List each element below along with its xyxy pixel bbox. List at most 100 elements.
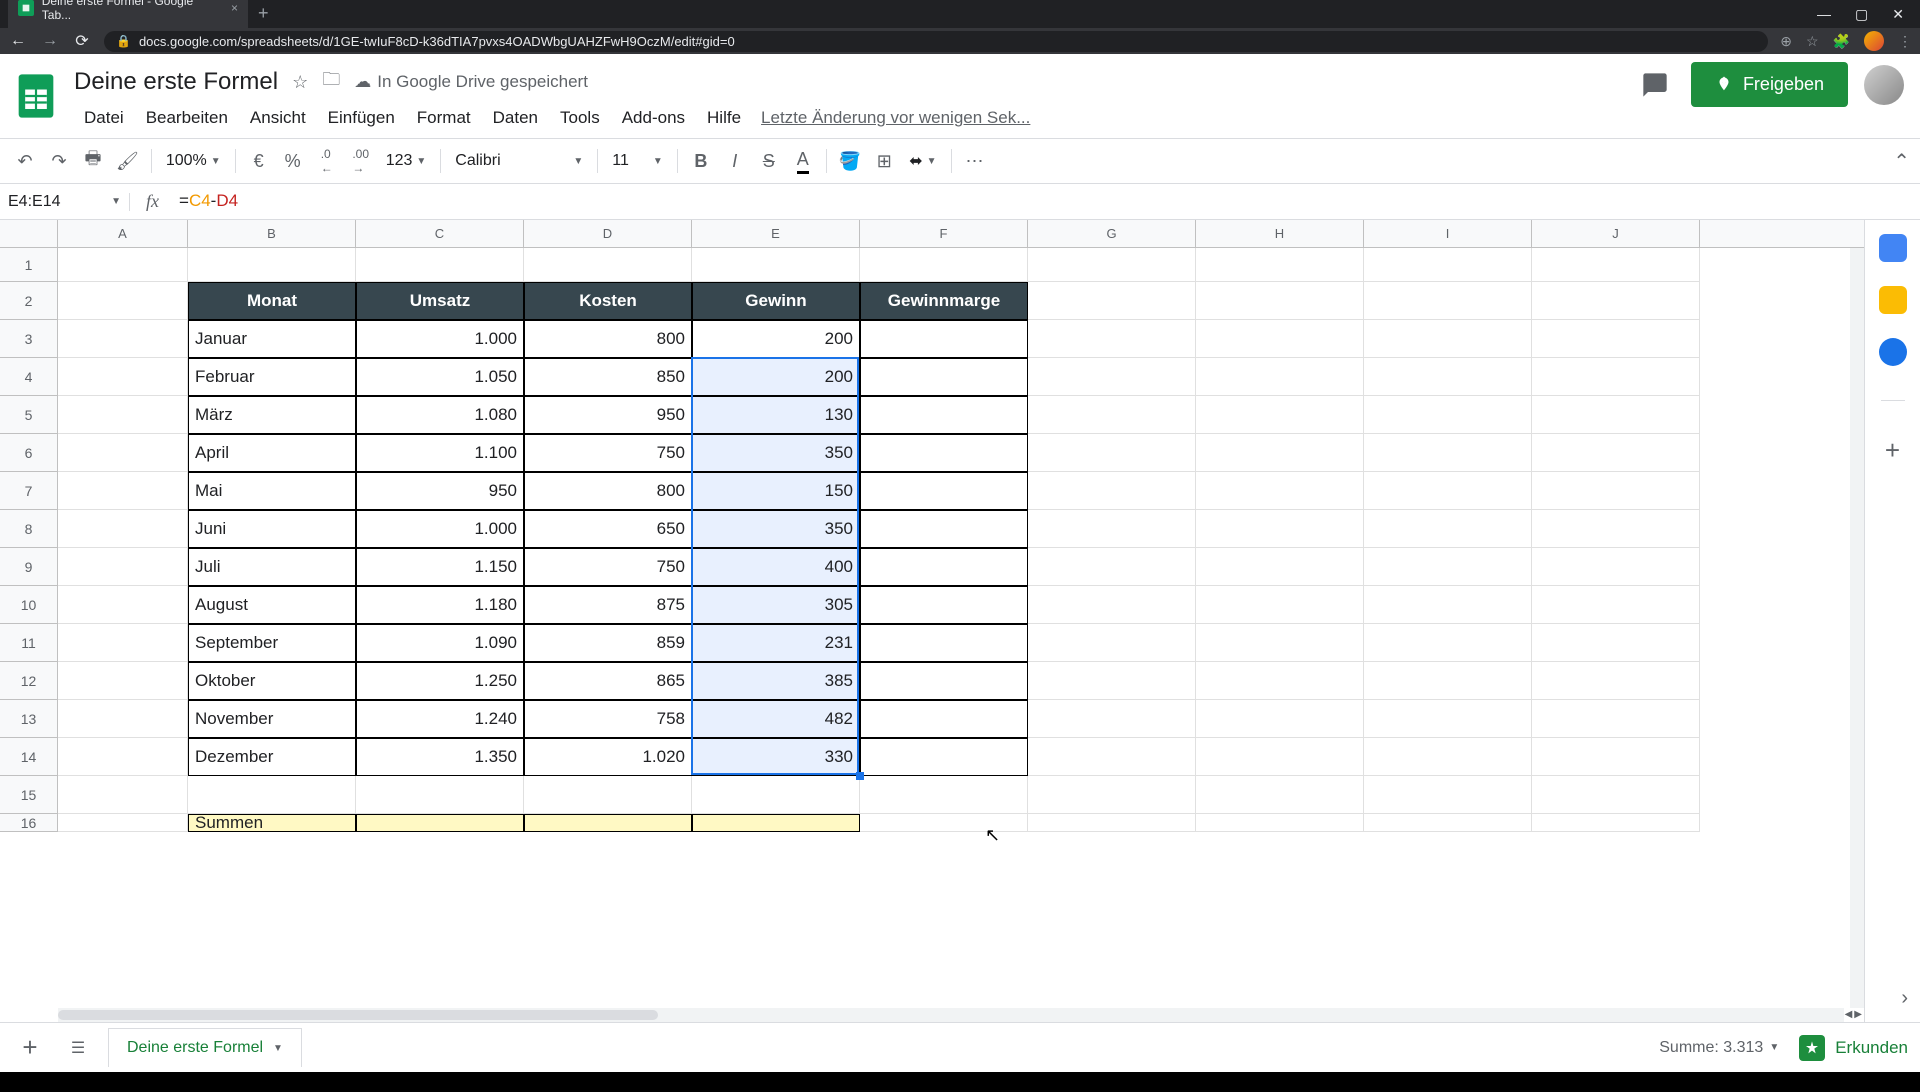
cell[interactable]: 482: [692, 700, 860, 738]
cell[interactable]: 1.250: [356, 662, 524, 700]
menu-data[interactable]: Daten: [483, 104, 548, 132]
cell[interactable]: [1532, 282, 1700, 320]
minimize-icon[interactable]: ―: [1817, 6, 1831, 22]
cell[interactable]: [1028, 320, 1196, 358]
cell[interactable]: [356, 248, 524, 282]
row-header[interactable]: 2: [0, 282, 58, 320]
undo-icon[interactable]: ↶: [10, 145, 40, 177]
cell[interactable]: Umsatz: [356, 282, 524, 320]
cell[interactable]: [58, 814, 188, 832]
cell[interactable]: [356, 776, 524, 814]
row-header[interactable]: 4: [0, 358, 58, 396]
cell[interactable]: [1028, 282, 1196, 320]
cell[interactable]: 750: [524, 434, 692, 472]
font-select[interactable]: Calibri▼: [449, 152, 589, 170]
cell[interactable]: [860, 472, 1028, 510]
cell[interactable]: [860, 396, 1028, 434]
cell[interactable]: 200: [692, 320, 860, 358]
close-window-icon[interactable]: ✕: [1892, 6, 1904, 23]
sheets-logo-icon[interactable]: [10, 70, 62, 122]
cell[interactable]: [1028, 814, 1196, 832]
cell[interactable]: 859: [524, 624, 692, 662]
cell[interactable]: 750: [524, 548, 692, 586]
cell[interactable]: [1532, 776, 1700, 814]
explore-button[interactable]: Erkunden: [1799, 1035, 1908, 1061]
cell[interactable]: [1364, 776, 1532, 814]
cell[interactable]: November: [188, 700, 356, 738]
cell[interactable]: [860, 662, 1028, 700]
bold-button[interactable]: B: [686, 145, 716, 177]
row-header[interactable]: 16: [0, 814, 58, 832]
cell[interactable]: [58, 282, 188, 320]
hide-sidepanel-icon[interactable]: ›: [1901, 987, 1908, 1010]
cell[interactable]: [1364, 700, 1532, 738]
cell[interactable]: [860, 548, 1028, 586]
cell[interactable]: [58, 320, 188, 358]
menu-tools[interactable]: Tools: [550, 104, 610, 132]
cell[interactable]: 1.000: [356, 510, 524, 548]
decrease-decimal-button[interactable]: .0←: [312, 145, 342, 177]
browser-avatar[interactable]: [1864, 31, 1884, 51]
cell[interactable]: [1196, 814, 1364, 832]
cell[interactable]: [1028, 662, 1196, 700]
col-header[interactable]: H: [1196, 220, 1364, 247]
cell[interactable]: Monat: [188, 282, 356, 320]
cell[interactable]: [1028, 358, 1196, 396]
cell[interactable]: 1.100: [356, 434, 524, 472]
comments-icon[interactable]: [1635, 65, 1675, 105]
sheet-tab[interactable]: Deine erste Formel▼: [108, 1028, 302, 1067]
reload-icon[interactable]: ⟳: [72, 31, 92, 51]
cell[interactable]: [1028, 396, 1196, 434]
cell[interactable]: [860, 320, 1028, 358]
cell[interactable]: 950: [356, 472, 524, 510]
cell[interactable]: [1532, 814, 1700, 832]
cell[interactable]: 1.090: [356, 624, 524, 662]
cell[interactable]: [1196, 776, 1364, 814]
cell[interactable]: [188, 248, 356, 282]
currency-button[interactable]: €: [244, 145, 274, 177]
close-icon[interactable]: ×: [231, 1, 238, 15]
cell[interactable]: [1364, 358, 1532, 396]
cell[interactable]: [1196, 662, 1364, 700]
menu-edit[interactable]: Bearbeiten: [136, 104, 238, 132]
cell[interactable]: Gewinn: [692, 282, 860, 320]
row-header[interactable]: 6: [0, 434, 58, 472]
cell[interactable]: [58, 776, 188, 814]
profile-avatar[interactable]: [1864, 65, 1904, 105]
col-header[interactable]: E: [692, 220, 860, 247]
cell[interactable]: [1532, 434, 1700, 472]
cell[interactable]: 350: [692, 434, 860, 472]
cell[interactable]: [1364, 434, 1532, 472]
redo-icon[interactable]: ↷: [44, 145, 74, 177]
cell[interactable]: 865: [524, 662, 692, 700]
borders-button[interactable]: ⊞: [869, 145, 899, 177]
cell[interactable]: Oktober: [188, 662, 356, 700]
row-header[interactable]: 5: [0, 396, 58, 434]
cell[interactable]: Dezember: [188, 738, 356, 776]
forward-icon[interactable]: →: [40, 32, 60, 50]
zoom-icon[interactable]: ⊕: [1780, 33, 1792, 50]
cell[interactable]: 875: [524, 586, 692, 624]
sum-indicator[interactable]: Summe: 3.313▼: [1659, 1039, 1779, 1057]
cell[interactable]: [860, 738, 1028, 776]
spreadsheet-grid[interactable]: ABCDEFGHIJ 12MonatUmsatzKostenGewinnGewi…: [0, 220, 1864, 1022]
more-icon[interactable]: ⋯: [960, 145, 990, 177]
col-header[interactable]: A: [58, 220, 188, 247]
cell[interactable]: Summen: [188, 814, 356, 832]
new-tab-button[interactable]: +: [248, 0, 279, 28]
name-box[interactable]: E4:E14▼: [0, 193, 130, 211]
col-header[interactable]: B: [188, 220, 356, 247]
cell[interactable]: [1028, 624, 1196, 662]
paint-format-icon[interactable]: 🖌: [112, 145, 143, 177]
cell[interactable]: [1028, 548, 1196, 586]
cell[interactable]: [1364, 814, 1532, 832]
cell[interactable]: [1196, 320, 1364, 358]
cell[interactable]: [1196, 624, 1364, 662]
cell[interactable]: [1028, 776, 1196, 814]
cell[interactable]: 330: [692, 738, 860, 776]
cell[interactable]: [58, 548, 188, 586]
cell[interactable]: [1364, 548, 1532, 586]
cell[interactable]: [524, 814, 692, 832]
row-header[interactable]: 8: [0, 510, 58, 548]
menu-insert[interactable]: Einfügen: [318, 104, 405, 132]
